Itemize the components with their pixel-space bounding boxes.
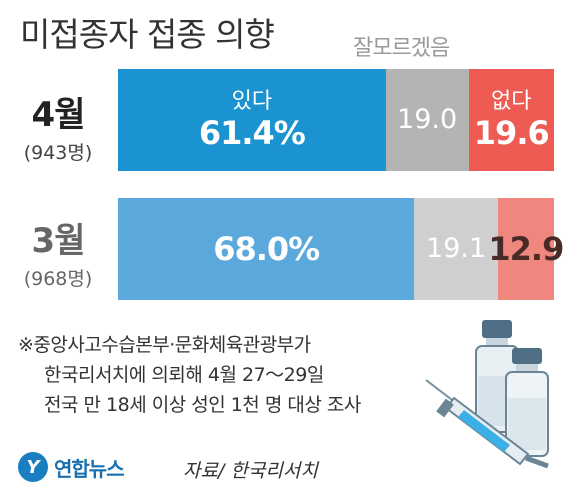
category-count: (943명) xyxy=(23,142,93,164)
data-label-no-value: 12.9 xyxy=(488,230,564,268)
data-label-unsure-value: 19.0 xyxy=(397,104,458,135)
data-label-yes-name: 있다 xyxy=(231,89,273,114)
row-label-march: 3월 (968명) xyxy=(0,213,116,291)
category-count: (968명) xyxy=(23,268,93,290)
source-credit: 자료/ 한국리서치 xyxy=(183,460,318,482)
seg-text-unsure: 19.1 xyxy=(414,198,497,300)
bar-row-march: 68.0% 19.1 12.9 xyxy=(118,198,564,300)
syringe-icon xyxy=(425,379,549,468)
seg-text-yes: 있다 61.4% xyxy=(118,69,386,171)
note-line: ※중앙사고수습본부·문화체육관광부가 xyxy=(18,334,311,356)
bar-segment-unsure xyxy=(385,69,469,171)
legend-unsure-label: 잘모르겠음 xyxy=(353,36,450,61)
data-label-yes-value: 61.4% xyxy=(198,114,306,152)
bar-segment-no xyxy=(497,198,554,300)
category-label: 4월 xyxy=(31,95,86,135)
bar-segment-yes xyxy=(118,69,386,171)
note-line: 전국 만 18세 이상 성인 1천 명 대상 조사 xyxy=(44,394,361,416)
data-label-no-name: 없다 xyxy=(491,89,532,114)
bar-segment-yes xyxy=(118,198,415,300)
row-label-april: 4월 (943명) xyxy=(0,87,116,165)
category-label: 3월 xyxy=(31,221,86,261)
seg-text-no: 12.9 xyxy=(488,198,564,300)
vaccine-illustration xyxy=(425,320,549,468)
bar-row-april: 있다 61.4% 19.0 없다 19.6 xyxy=(118,69,554,171)
logo-icon: Y xyxy=(18,452,48,482)
data-label-no-value: 19.6 xyxy=(473,114,550,152)
chart-title: 미접종자 접종 의향 xyxy=(20,15,275,54)
yonhap-logo: Y 연합뉴스 xyxy=(18,452,125,482)
data-label-unsure-value: 19.1 xyxy=(426,233,487,264)
seg-text-yes: 68.0% xyxy=(118,198,414,300)
seg-text-no: 없다 19.6 xyxy=(469,69,554,171)
note-line: 한국리서치에 의뢰해 4월 27～29일 xyxy=(44,364,324,386)
bar-segment-unsure xyxy=(414,198,498,300)
seg-text-unsure: 19.0 xyxy=(386,69,469,171)
survey-note: ※중앙사고수습본부·문화체육관광부가 한국리서치에 의뢰해 4월 27～29일 … xyxy=(18,330,361,420)
logo-text: 연합뉴스 xyxy=(54,456,125,481)
bar-segment-no xyxy=(468,69,554,171)
data-label-yes-value: 68.0% xyxy=(213,230,320,268)
